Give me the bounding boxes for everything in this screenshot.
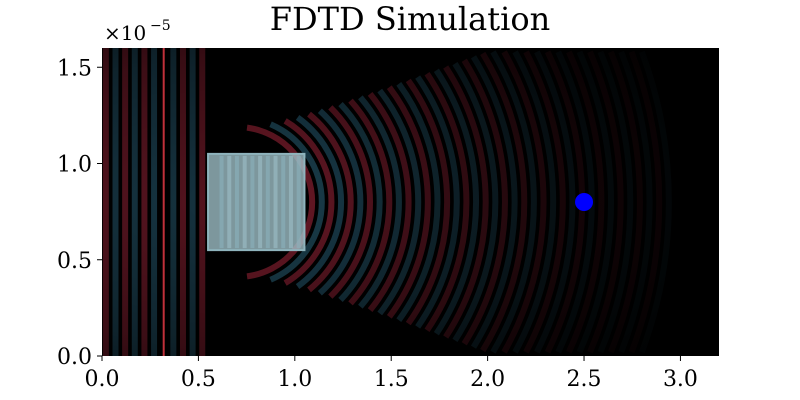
internal-wavefront [250,155,255,249]
x-tick-label: 2.5 [567,367,602,392]
detector-point [575,193,594,211]
x-axis: 0.0 0.5 1.0 1.5 2.0 2.5 3.0 [85,356,698,392]
internal-wavefront [242,155,247,249]
internal-wavefront [273,155,278,249]
y-tick-label: 0.0 [57,345,92,370]
x-tick-label: 2.0 [470,367,505,392]
field-decay-overlay [102,48,719,356]
internal-wavefront [296,155,301,249]
plot-area [93,48,719,356]
chart-title: FDTD Simulation [270,0,550,38]
y-scale-label: ×10 [104,21,146,45]
y-tick-label: 1.0 [57,153,92,178]
x-tick-label: 0.0 [85,367,120,392]
y-scale-exponent: −5 [150,18,171,34]
y-scale-factor: ×10 −5 [104,18,171,45]
internal-wavefront [281,155,286,249]
internal-wavefront [227,155,232,249]
y-tick-label: 0.5 [57,249,92,274]
x-tick-label: 3.0 [663,367,698,392]
scatterer-internal-field [219,155,301,249]
internal-wavefront [265,155,270,249]
x-tick-label: 1.5 [374,367,409,392]
internal-wavefront [219,155,224,249]
y-tick-label: 1.5 [57,56,92,81]
y-axis: 0.0 0.5 1.0 1.5 [57,56,102,370]
x-tick-label: 0.5 [181,367,216,392]
internal-wavefront [288,155,293,249]
x-tick-label: 1.0 [277,367,312,392]
internal-wavefront [258,155,263,249]
scatterer-box [207,152,306,252]
wavefront-left [93,48,99,356]
internal-wavefront [234,155,239,249]
